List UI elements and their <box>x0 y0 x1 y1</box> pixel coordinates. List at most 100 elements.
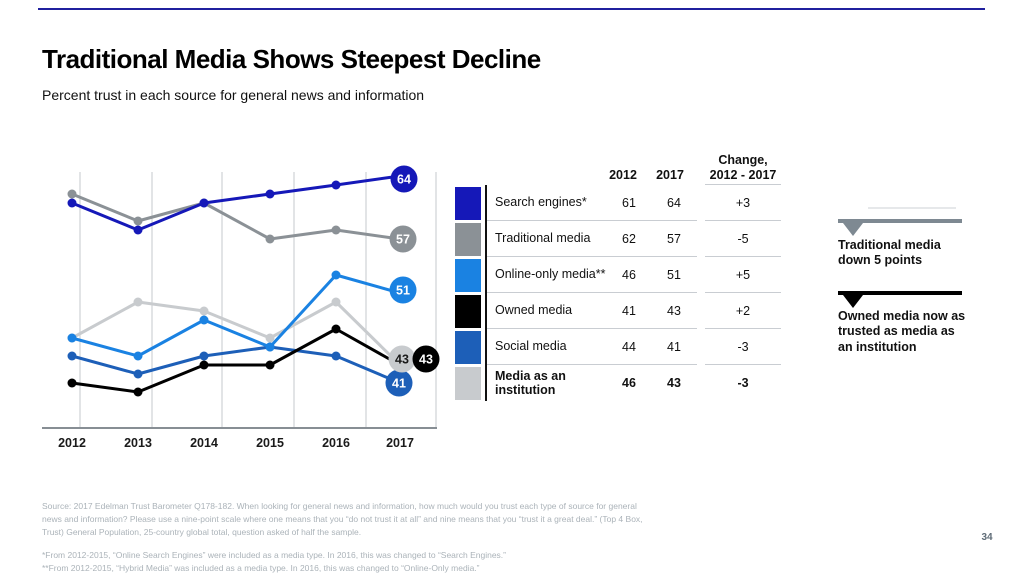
trust-trend-chart: 2012 2013 2014 2015 2016 2017 41 43 43 57 51 64 <box>38 150 468 462</box>
point-search-2015 <box>265 189 275 199</box>
value-2017: 43 <box>667 303 681 318</box>
row-main: Media as an institution 46 43 <box>485 365 697 401</box>
legend-swatch <box>455 258 481 292</box>
end-label-value-social: 41 <box>392 377 406 391</box>
row-main: Owned media 41 43 <box>485 293 697 329</box>
point-search-2012 <box>67 198 77 208</box>
end-label-circle-online <box>389 276 417 304</box>
row-main: Search engines* 61 64 <box>485 185 697 221</box>
legend-swatch-wrap <box>455 365 485 401</box>
x-tick-label-2014: 2014 <box>190 436 218 450</box>
point-social-2014 <box>199 351 209 361</box>
change-column-underline <box>705 184 781 185</box>
value-2012: 62 <box>622 231 636 246</box>
line-search <box>70 174 402 232</box>
table-header-2017: 2017 <box>656 168 684 182</box>
row-label: Online-only media** <box>495 267 606 282</box>
row-label: Search engines* <box>495 195 587 210</box>
end-label-circle-owned <box>412 345 440 373</box>
page-subtitle: Percent trust in each source for general… <box>42 87 425 103</box>
source-line-2: news and information? Please use a nine-… <box>42 514 643 524</box>
end-label-circle-institution <box>388 345 416 373</box>
table-header-row: 2012 2017 Change, 2012 - 2017 <box>455 148 785 185</box>
point-traditional-2016 <box>331 225 341 235</box>
trust-table: 2012 2017 Change, 2012 - 2017 Search eng… <box>455 148 785 403</box>
source-footnote: Source: 2017 Edelman Trust Barometer Q17… <box>42 500 643 539</box>
point-search-2016 <box>331 180 341 190</box>
row-gap <box>697 257 705 293</box>
line-institution <box>70 300 402 367</box>
table-row-2: Traditional media 62 57 -5 <box>455 221 785 257</box>
value-2017: 51 <box>667 267 681 282</box>
legend-swatch <box>455 294 481 328</box>
gray-annotation-line <box>838 219 962 223</box>
row-gap <box>697 185 705 221</box>
row-label: Media as an institution <box>495 368 566 397</box>
legend-swatch-wrap <box>455 293 485 329</box>
x-tick-label-2015: 2015 <box>256 436 284 450</box>
legend-swatch <box>455 186 481 220</box>
page-number: 34 <box>981 532 993 543</box>
value-2012: 61 <box>622 195 636 210</box>
note-line-2: **From 2012-2015, “Hybrid Media” was inc… <box>42 563 480 573</box>
value-2012: 46 <box>622 376 636 390</box>
x-tick-label-2013: 2013 <box>124 436 152 450</box>
note-line-1: *From 2012-2015, “Online Search Engines”… <box>42 550 506 560</box>
table-row-1: Search engines* 61 64 +3 <box>455 185 785 221</box>
point-traditional-2015 <box>265 234 275 244</box>
point-institution-2015 <box>265 333 275 343</box>
line-traditional <box>70 192 402 241</box>
annotation-owned-media: Owned media now as trusted as media as a… <box>838 309 966 354</box>
black-down-triangle-icon <box>843 295 863 308</box>
legend-swatch-wrap <box>455 257 485 293</box>
row-main: Traditional media 62 57 <box>485 221 697 257</box>
value-change: -5 <box>705 221 781 257</box>
point-owned-2012 <box>67 378 77 388</box>
annotation-traditional-media: Traditional media down 5 points <box>838 238 941 268</box>
gray-down-triangle-icon <box>843 223 863 236</box>
point-online-2014 <box>199 315 209 325</box>
legend-swatch <box>455 330 481 364</box>
point-online-2013 <box>133 351 143 361</box>
row-gap <box>697 329 705 365</box>
table-vertical-divider <box>485 185 487 401</box>
black-annotation-line <box>838 291 962 295</box>
x-tick-label-2016: 2016 <box>322 436 350 450</box>
value-2012: 44 <box>622 339 636 354</box>
table-row-6: Media as an institution 46 43 -3 <box>455 365 785 401</box>
legend-swatch-wrap <box>455 221 485 257</box>
end-label-value-owned: 43 <box>419 353 433 367</box>
value-change: -3 <box>737 376 749 390</box>
value-change: +2 <box>705 293 781 329</box>
table-body: Search engines* 61 64 +3 Traditional media 62… <box>455 185 785 401</box>
point-traditional-2013 <box>133 216 143 226</box>
table-row-5: Social media 44 41 -3 <box>455 329 785 365</box>
row-gap <box>697 365 705 401</box>
line-social <box>70 345 402 385</box>
source-line-1: Source: 2017 Edelman Trust Barometer Q17… <box>42 501 637 511</box>
row-main: Online-only media** 46 51 <box>485 257 697 293</box>
faint-line <box>868 207 956 209</box>
point-owned-2014 <box>199 360 209 370</box>
chart-svg: 2012 2013 2014 2015 2016 2017 41 43 43 57 51 64 <box>42 165 440 450</box>
table-header-change: Change, 2012 - 2017 <box>705 153 781 182</box>
value-2012: 46 <box>622 267 636 282</box>
value-2017: 64 <box>667 195 681 210</box>
x-tick-label-2017: 2017 <box>386 436 414 450</box>
point-institution-2013 <box>133 297 143 307</box>
point-social-2012 <box>67 351 77 361</box>
line-owned <box>70 327 402 394</box>
point-online-2012 <box>67 333 77 343</box>
point-online-2015 <box>265 342 275 352</box>
value-2012: 41 <box>622 303 636 318</box>
legend-swatch <box>455 222 481 256</box>
end-label-circle-social <box>385 369 413 397</box>
end-label-value-search: 64 <box>397 173 411 187</box>
end-label-value-online: 51 <box>396 284 410 298</box>
x-tick-label-2012: 2012 <box>58 436 86 450</box>
point-institution-2016 <box>331 297 341 307</box>
point-online-2016 <box>331 270 341 280</box>
point-search-2013 <box>133 225 143 235</box>
row-main: Social media 44 41 <box>485 329 697 365</box>
row-label: Traditional media <box>495 231 591 246</box>
